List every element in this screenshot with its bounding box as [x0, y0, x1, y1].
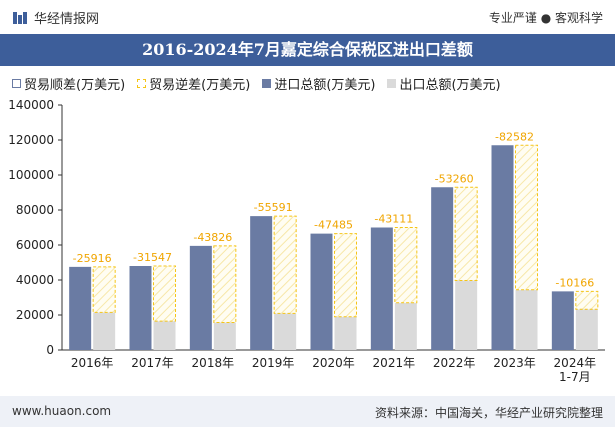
y-tick-label: 60000 — [16, 238, 54, 252]
data-label-deficit: -43826 — [193, 231, 232, 244]
legend-label-import: 进口总额(万美元) — [274, 78, 376, 93]
x-tick-label: 2022年 — [433, 356, 476, 370]
legend-label-surplus: 贸易顺差(万美元) — [24, 78, 126, 93]
y-tick-label: 40000 — [16, 273, 54, 287]
bar-deficit — [454, 186, 478, 282]
bar-deficit — [515, 144, 538, 291]
bar-deficit — [153, 265, 176, 322]
brand-name: 华经情报网 — [34, 12, 100, 27]
bar-import — [310, 233, 333, 350]
bar-export — [334, 316, 357, 350]
y-tick-label: 80000 — [16, 203, 54, 217]
tagline: 专业严谨 ● 客观科学 — [488, 11, 603, 25]
top-bar: 华经情报网 专业严谨 ● 客观科学 — [0, 0, 615, 34]
y-tick-label: 120000 — [8, 133, 54, 147]
bar-export — [394, 302, 417, 350]
data-label-deficit: -53260 — [435, 172, 474, 185]
bar-import — [491, 145, 514, 350]
y-tick-label: 140000 — [8, 98, 54, 112]
bar-deficit — [213, 245, 237, 324]
bar-import — [431, 187, 454, 350]
x-tick-label: 2020年 — [312, 356, 355, 370]
brand: 华经情报网 — [12, 8, 99, 27]
legend: 贸易顺差(万美元) 贸易逆差(万美元) 进口总额(万美元) 出口总额(万美元) — [12, 74, 501, 93]
footer-source: 资料来源：中国海关，华经产业研究院整理 — [374, 406, 603, 420]
y-tick-label: 20000 — [16, 308, 54, 322]
legend-item-deficit: 贸易逆差(万美元) — [137, 74, 250, 93]
x-tick-label: 2019年 — [252, 356, 295, 370]
y-tick-label: 100000 — [8, 168, 54, 182]
legend-swatch-export — [387, 79, 397, 88]
legend-swatch-surplus — [12, 79, 21, 88]
data-label-deficit: -43111 — [374, 213, 413, 226]
bar-export — [274, 313, 297, 350]
x-tick-label: 2017年 — [131, 356, 174, 370]
data-label-deficit: -47485 — [314, 219, 353, 232]
bar-export — [575, 309, 598, 350]
data-label-deficit: -10166 — [555, 276, 594, 289]
bar-deficit — [92, 266, 116, 313]
x-tick-label: 2023年 — [493, 356, 536, 370]
footer: www.huaon.com 资料来源：中国海关，华经产业研究院整理 — [0, 396, 615, 427]
x-tick-label: 2016年 — [71, 356, 114, 370]
data-label-deficit: -31547 — [133, 251, 172, 264]
bar-export — [455, 280, 478, 350]
legend-label-export: 出口总额(万美元) — [399, 78, 501, 93]
bar-import — [189, 245, 212, 350]
bar-import — [250, 216, 273, 350]
bar-import — [129, 266, 152, 350]
bar-export — [213, 322, 236, 350]
bar-export — [153, 321, 176, 350]
legend-item-import: 进口总额(万美元) — [262, 74, 375, 93]
x-tick-label: 2021年 — [373, 356, 416, 370]
bar-deficit — [273, 215, 297, 314]
bar-import — [69, 266, 92, 350]
data-label-deficit: -25916 — [73, 252, 112, 265]
footer-website: www.huaon.com — [12, 404, 112, 418]
bar-export — [93, 312, 116, 350]
data-label-deficit: -82582 — [495, 130, 534, 143]
y-tick-label: 0 — [46, 343, 54, 357]
bar-import — [370, 227, 393, 350]
brand-logo-icon — [13, 11, 27, 24]
legend-item-surplus: 贸易顺差(万美元) — [12, 74, 125, 93]
bar-chart: 0 20000 40000 60000 80000 100000 120000 140000 -… — [8, 98, 605, 384]
data-label-deficit: -55591 — [254, 201, 293, 214]
bar-import — [551, 291, 574, 350]
x-tick-label: 2018年 — [192, 356, 235, 370]
x-tick-label: 2024年 — [554, 356, 597, 370]
bar-export — [515, 289, 538, 350]
bar-deficit — [334, 233, 357, 318]
bar-deficit — [575, 290, 599, 310]
x-tick-label: 1-7月 — [559, 370, 591, 384]
legend-swatch-deficit — [137, 79, 147, 88]
legend-label-deficit: 贸易逆差(万美元) — [149, 78, 251, 93]
legend-swatch-import — [262, 79, 272, 88]
legend-item-export: 出口总额(万美元) — [387, 74, 501, 93]
chart-title: 2016-2024年7月嘉定综合保税区进出口差额 — [0, 34, 615, 66]
bar-deficit — [394, 227, 418, 304]
